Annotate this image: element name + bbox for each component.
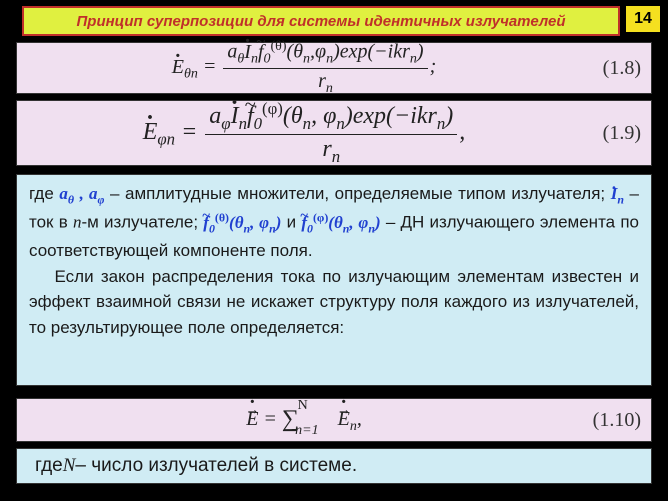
equation-1-10-box: E = ∑Nn=1 En, (1.10) — [16, 398, 652, 442]
a-theta-symbol: aθ — [59, 184, 74, 203]
N-symbol: N — [63, 455, 76, 477]
slide-header: Принцип суперпозиции для системы идентич… — [22, 6, 620, 36]
a-phi-symbol: aφ — [89, 184, 104, 203]
slide-title: Принцип суперпозиции для системы идентич… — [77, 13, 566, 30]
p1-text-e: и — [287, 213, 302, 232]
explanation-text-box: где aθ , aφ – амплитудные множители, опр… — [16, 174, 652, 386]
page-number-value: 14 — [634, 10, 652, 28]
eq18-tail: ; — [430, 56, 437, 78]
eq19-tail: , — [459, 119, 465, 145]
equation-1-9-label: (1.9) — [581, 122, 641, 145]
page-number-badge: 14 — [626, 6, 660, 32]
equation-1-9-box: Eφn = aφInf0(φ)(θn, φn)exp(−ikrn) rn , (… — [16, 100, 652, 166]
paragraph-1: где aθ , aφ – амплитудные множители, опр… — [29, 181, 639, 264]
bottom-text-a: где — [35, 455, 63, 477]
math-sep: , — [80, 184, 89, 203]
equation-1-10-label: (1.10) — [581, 409, 641, 432]
f0-theta-symbol: f0(θ)(θn, φn) — [203, 213, 281, 232]
p1-text-b: – амплитудные множители, определяемые ти… — [110, 184, 611, 203]
equation-1-10-formula: E = ∑Nn=1 En, — [27, 405, 581, 435]
equation-1-8-formula: Eθn = aθInf0(θ)(θn,φn)exp(−ikrn) rn ; — [27, 39, 581, 96]
eq110-tail: , — [357, 408, 362, 430]
equation-1-8-label: (1.8) — [581, 57, 641, 80]
p1-text-a: где — [29, 184, 59, 203]
I-n-symbol: In — [611, 184, 624, 203]
equation-1-9-formula: Eφn = aφInf0(φ)(θn, φn)exp(−ikrn) rn , — [27, 100, 581, 167]
bottom-text-box: где N – число излучателей в системе. — [16, 448, 652, 484]
equation-1-8-box: Eθn = aθInf0(θ)(θn,φn)exp(−ikrn) rn ; (1… — [16, 42, 652, 94]
p1-text-d: -м излучателе; — [81, 213, 203, 232]
bottom-text-b: – число излучателей в системе. — [75, 455, 357, 477]
f0-phi-symbol: f0(φ)(θn, φn) — [301, 213, 380, 232]
paragraph-2: Если закон распределения тока по излучаю… — [29, 264, 639, 341]
